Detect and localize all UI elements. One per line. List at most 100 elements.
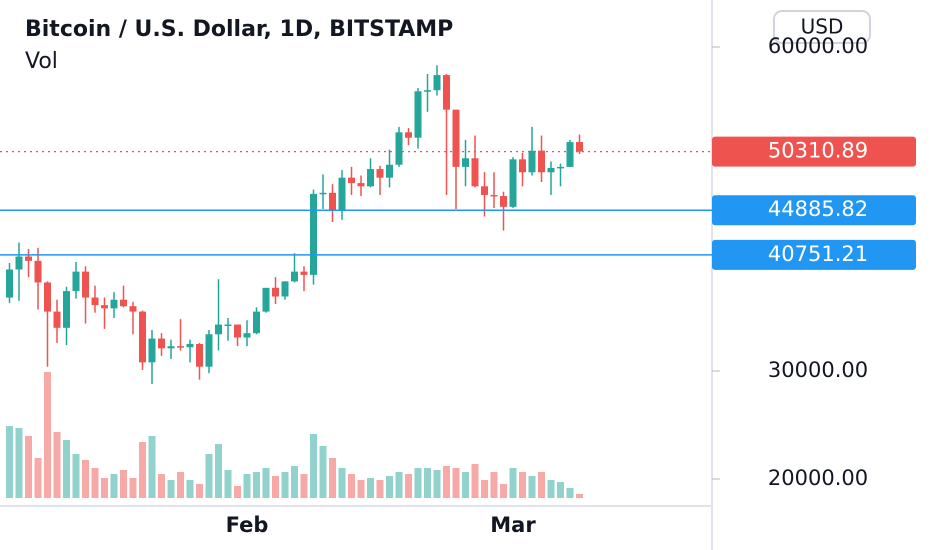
candle-body xyxy=(547,167,555,173)
volume-bar xyxy=(101,478,108,498)
volume-bar xyxy=(386,476,393,498)
volume-bar xyxy=(547,480,555,498)
volume-bar xyxy=(196,484,203,498)
volume-bar xyxy=(338,468,346,498)
volume-bar xyxy=(424,468,431,498)
candle-body xyxy=(177,346,184,348)
candle-body xyxy=(82,271,89,298)
volume-bar xyxy=(6,426,13,498)
candle-body xyxy=(414,91,422,138)
volume-bar xyxy=(262,468,270,498)
candle-body xyxy=(167,346,175,349)
candle-body xyxy=(253,311,260,334)
candle-body xyxy=(319,192,327,195)
candle-body xyxy=(348,177,355,184)
volume-bar xyxy=(538,472,545,498)
candle-body xyxy=(424,90,431,92)
volume-bar xyxy=(329,458,336,498)
volume-bar xyxy=(63,440,70,498)
volume-bar xyxy=(34,458,42,498)
volume-bar xyxy=(25,436,32,498)
volume-bar xyxy=(253,472,260,498)
plot-area xyxy=(6,46,720,498)
candle-body xyxy=(53,311,61,328)
volume-bar xyxy=(452,468,460,498)
price-label-box xyxy=(712,239,916,270)
candle-body xyxy=(196,344,203,367)
candle-body xyxy=(300,271,308,275)
candle-body xyxy=(224,324,232,327)
volume-bar xyxy=(177,472,184,498)
candle-body xyxy=(538,150,545,173)
price-label-box xyxy=(712,195,916,226)
volume-bar xyxy=(224,470,232,498)
candle-body xyxy=(44,282,51,312)
candle-body xyxy=(272,287,279,297)
volume-bar xyxy=(281,472,289,498)
volume-bar xyxy=(72,454,80,498)
x-tick-label: Mar xyxy=(490,513,536,537)
candle-body xyxy=(433,75,441,91)
volume-bar xyxy=(205,454,213,498)
volume-bar xyxy=(243,474,251,498)
candle-body xyxy=(500,196,507,207)
candle-body xyxy=(243,333,251,338)
candle-body xyxy=(25,256,32,261)
candle-body xyxy=(519,159,526,173)
candle-body xyxy=(281,281,289,297)
candle-body xyxy=(481,186,488,195)
candle-body xyxy=(72,271,80,292)
candle-body xyxy=(557,166,564,169)
candle-body xyxy=(452,109,460,167)
candle-body xyxy=(139,311,146,363)
x-tick-label: Feb xyxy=(226,513,269,537)
volume-bar xyxy=(443,466,450,498)
volume-bar xyxy=(566,488,574,498)
volume-bar xyxy=(158,474,165,498)
volume-bar xyxy=(291,466,298,498)
candle-body xyxy=(34,260,42,283)
currency-button-label[interactable]: USD xyxy=(801,15,844,39)
candle-body xyxy=(110,299,118,309)
candle-body xyxy=(509,159,517,207)
volume-bar xyxy=(148,436,156,498)
volume-bar xyxy=(357,480,365,498)
y-tick-label: 60000.00 xyxy=(768,34,868,58)
volume-bar xyxy=(462,472,469,498)
volume-bar xyxy=(129,478,137,498)
last-price-label: 50310.89 xyxy=(768,139,868,163)
candle-body xyxy=(148,338,156,363)
volume-bar xyxy=(481,480,488,498)
candle-body xyxy=(291,271,298,282)
candle-body xyxy=(528,150,536,173)
candle-body xyxy=(205,334,213,367)
volume-bar xyxy=(186,480,194,498)
volume-bar xyxy=(490,472,498,498)
y-tick-label: 20000.00 xyxy=(768,466,868,490)
candle-body xyxy=(367,169,374,187)
volume-bar xyxy=(53,432,61,498)
volume-bar xyxy=(15,428,23,498)
volume-bar xyxy=(509,468,517,498)
candle-body xyxy=(129,306,137,312)
candle-body xyxy=(395,132,403,165)
volume-bar xyxy=(44,372,51,498)
volume-bar xyxy=(272,476,279,498)
volume-bar xyxy=(557,482,564,498)
volume-bar xyxy=(405,474,412,498)
candle-body xyxy=(63,291,70,328)
candle-body xyxy=(490,194,498,197)
candle-body xyxy=(566,142,574,167)
currency-button[interactable] xyxy=(773,10,871,44)
candle-body xyxy=(120,299,127,307)
candle-body xyxy=(338,177,346,211)
volume-bar xyxy=(139,442,146,498)
volume-bar xyxy=(367,478,374,498)
volume-bar xyxy=(414,468,422,498)
price-label: 44885.82 xyxy=(768,197,868,221)
candle-body xyxy=(471,158,479,187)
candle-body xyxy=(234,324,241,338)
volume-bar xyxy=(82,460,89,498)
candle-body xyxy=(215,324,222,335)
candle-body xyxy=(101,305,108,309)
